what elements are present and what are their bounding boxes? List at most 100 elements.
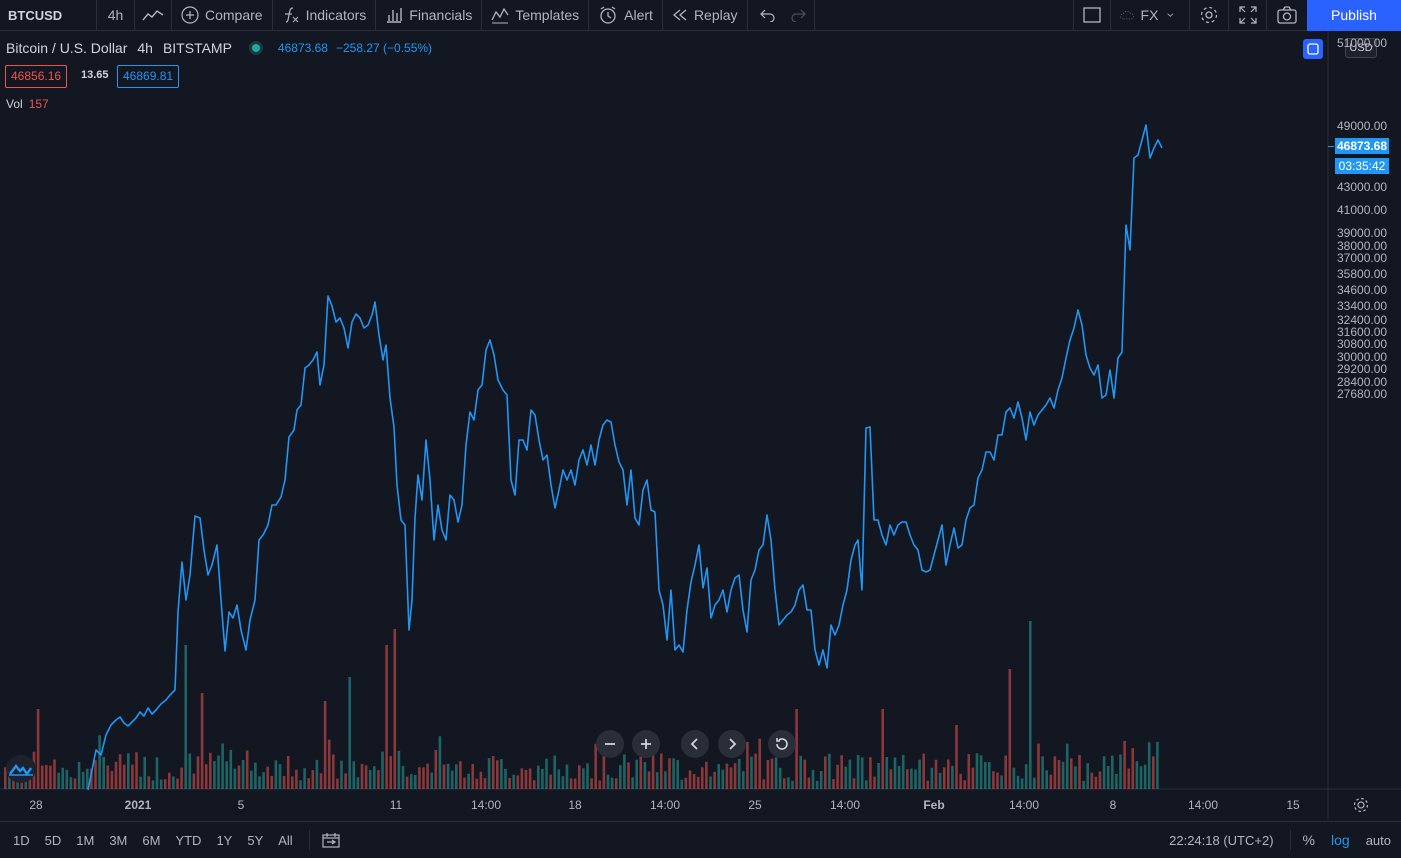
snapshot-button[interactable] (1267, 0, 1307, 31)
redo-button[interactable] (782, 0, 815, 31)
settings-button[interactable] (1190, 0, 1229, 31)
zoom-out-button[interactable] (596, 730, 624, 758)
symbol-search[interactable]: BTCUSD (0, 0, 97, 31)
volume-bar (811, 769, 815, 789)
volume-bar (98, 735, 101, 789)
volume-bar (213, 761, 216, 789)
volume-bar (188, 753, 192, 789)
volume-bar (122, 764, 126, 789)
volume-bar (910, 768, 913, 789)
reset-chart-button[interactable] (768, 730, 796, 758)
save-layout-button[interactable]: FX (1111, 0, 1190, 31)
range-button-ytd[interactable]: YTD (175, 832, 202, 848)
volume-bar (393, 629, 397, 789)
volume-bar (664, 771, 667, 789)
volume-bar (1135, 761, 1139, 789)
volume-bar (512, 774, 515, 789)
fullscreen-button[interactable] (1229, 0, 1267, 31)
volume-bar (1045, 770, 1048, 789)
volume-bar (778, 767, 782, 789)
volume-bar (852, 778, 856, 789)
volume-bar (565, 764, 569, 789)
fx-label: FX (1140, 7, 1159, 23)
volume-bar (254, 762, 257, 789)
price-axis-label: 35800.00 (1337, 266, 1388, 281)
camera-icon (1277, 6, 1297, 24)
chevron-right-icon (729, 738, 737, 750)
currency-button[interactable]: USD (1345, 38, 1377, 58)
volume-bar (143, 756, 146, 789)
volume-bar (315, 759, 319, 789)
range-button-5d[interactable]: 5D (44, 832, 62, 848)
volume-bar (983, 762, 987, 789)
volume-bar (573, 778, 577, 789)
reset-icon (776, 738, 788, 750)
volume-bar (61, 767, 64, 789)
volume-bar (1102, 756, 1106, 789)
volume-bar (1078, 755, 1081, 789)
alert-button[interactable]: Alert (589, 0, 663, 31)
volume-bar (209, 752, 212, 789)
legend-change: −258.27 (−0.55%) (335, 41, 433, 55)
indicators-button[interactable]: Indicators (273, 0, 377, 31)
volume-bar (1123, 740, 1126, 789)
compare-button[interactable]: Compare (172, 0, 273, 31)
volume-bar (516, 775, 520, 789)
undo-button[interactable] (748, 0, 782, 31)
date-range-icon[interactable] (322, 832, 340, 848)
cloud-icon (1120, 10, 1134, 20)
interval-button[interactable]: 4h (97, 0, 135, 31)
price-axis-label: 43000.00 (1337, 180, 1388, 195)
range-button-3m[interactable]: 3M (109, 832, 128, 848)
scroll-right-button[interactable] (718, 730, 746, 758)
indicators-fx-icon (284, 7, 298, 23)
volume-bar (471, 764, 474, 789)
range-button-6m[interactable]: 6M (142, 832, 161, 848)
volume-bar (1070, 758, 1073, 789)
volume-bar (1004, 755, 1007, 789)
volume-bar (311, 770, 315, 789)
volume-bar (405, 776, 409, 789)
auto-scale-toggle[interactable]: auto (1365, 832, 1391, 848)
range-button-1d[interactable]: 1D (13, 832, 30, 848)
volume-bar (783, 778, 786, 789)
volume-bar (40, 765, 44, 789)
range-button-1y[interactable]: 1Y (216, 832, 233, 848)
volume-bar (733, 763, 737, 789)
volume-bar (1111, 755, 1114, 789)
volume-bar (598, 780, 602, 789)
tv-logo[interactable] (6, 755, 36, 783)
rectangle-icon (1083, 7, 1101, 23)
volume-bar (688, 770, 692, 789)
volume-bar (627, 762, 630, 789)
financials-button[interactable]: Financials (376, 0, 483, 31)
scroll-left-button[interactable] (681, 730, 709, 758)
layout-button[interactable] (1073, 0, 1111, 31)
volume-bar (1037, 743, 1040, 789)
auto-scale-button[interactable] (1303, 39, 1323, 59)
range-button-all[interactable]: All (278, 832, 293, 848)
replay-icon (672, 9, 687, 21)
clock-timezone[interactable]: 22:24:18 (UTC+2) (1169, 832, 1274, 848)
publish-button[interactable]: Publish (1307, 0, 1401, 31)
chevron-left-icon (690, 738, 698, 750)
percent-scale-toggle[interactable]: % (1302, 832, 1315, 848)
volume-bar (282, 776, 286, 789)
log-scale-toggle[interactable]: log (1331, 832, 1350, 848)
volume-bar (717, 764, 720, 789)
chart-style-button[interactable] (135, 0, 172, 31)
axis-settings-icon[interactable] (1352, 796, 1370, 814)
volume-bar (848, 759, 852, 789)
volume-bar (942, 767, 946, 789)
replay-button[interactable]: Replay (663, 0, 748, 31)
range-button-1m[interactable]: 1M (76, 832, 95, 848)
volume-bar (668, 758, 671, 789)
templates-button[interactable]: Templates (482, 0, 590, 31)
range-button-5y[interactable]: 5Y (247, 832, 264, 848)
ask-price[interactable]: 46869.81 (117, 65, 180, 88)
zoom-in-button[interactable] (632, 730, 660, 758)
volume-bar (799, 755, 802, 789)
bid-price[interactable]: 46856.16 (5, 65, 68, 88)
volume-bar (348, 677, 351, 789)
